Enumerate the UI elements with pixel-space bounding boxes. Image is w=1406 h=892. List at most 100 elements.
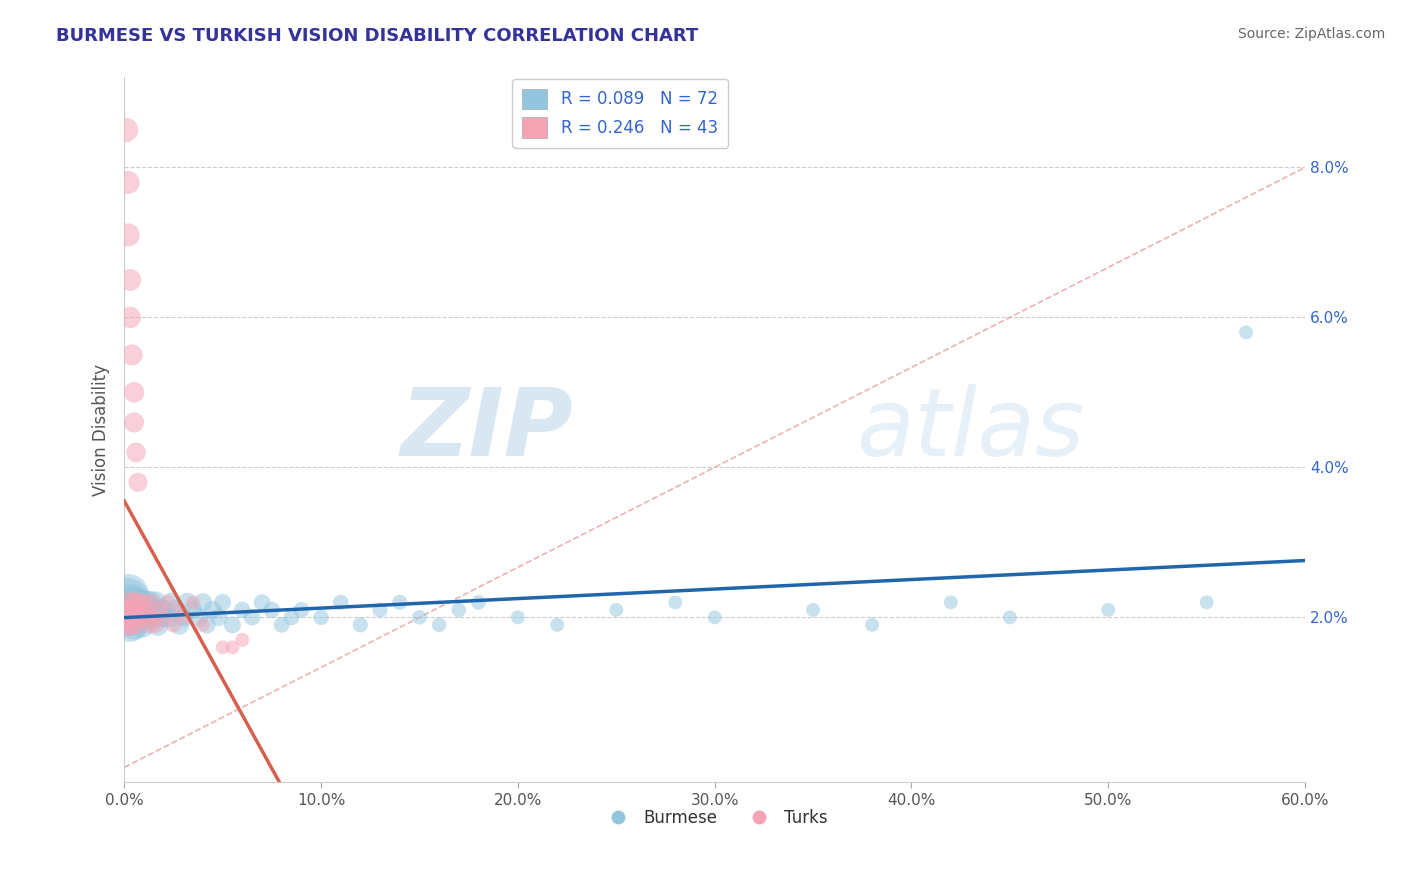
Point	[260, 603, 283, 617]
Point	[349, 618, 371, 632]
Point	[149, 603, 172, 617]
Point	[145, 595, 167, 609]
Point	[181, 603, 204, 617]
Point	[131, 603, 153, 617]
Point	[122, 603, 145, 617]
Point	[131, 618, 153, 632]
Point	[290, 603, 312, 617]
Point	[280, 610, 302, 624]
Point	[1195, 595, 1218, 609]
Point	[125, 618, 148, 632]
Y-axis label: Vision Disability: Vision Disability	[93, 364, 110, 496]
Point	[131, 610, 153, 624]
Point	[309, 610, 332, 624]
Point	[127, 595, 149, 609]
Point	[250, 595, 273, 609]
Point	[447, 603, 470, 617]
Point	[172, 610, 194, 624]
Point	[142, 610, 165, 624]
Point	[1234, 326, 1257, 340]
Point	[546, 618, 568, 632]
Point	[427, 618, 450, 632]
Point	[132, 595, 155, 609]
Point	[169, 618, 191, 632]
Point	[195, 618, 218, 632]
Point	[115, 603, 138, 617]
Point	[1097, 603, 1119, 617]
Point	[149, 603, 172, 617]
Point	[141, 595, 163, 609]
Point	[125, 610, 148, 624]
Point	[127, 595, 149, 609]
Point	[221, 640, 243, 655]
Point	[142, 610, 165, 624]
Point	[135, 603, 157, 617]
Point	[160, 595, 183, 609]
Point	[122, 385, 145, 400]
Point	[221, 618, 243, 632]
Point	[120, 618, 142, 632]
Point	[998, 610, 1021, 624]
Point	[120, 310, 142, 325]
Point	[121, 603, 143, 617]
Point	[121, 603, 143, 617]
Point	[120, 273, 142, 287]
Point	[120, 595, 142, 609]
Point	[467, 595, 489, 609]
Point	[162, 618, 184, 632]
Point	[139, 595, 162, 609]
Point	[152, 603, 174, 617]
Point	[172, 610, 194, 624]
Point	[939, 595, 962, 609]
Point	[136, 610, 159, 624]
Point	[181, 595, 204, 609]
Point	[117, 227, 139, 242]
Point	[132, 595, 155, 609]
Point	[506, 610, 529, 624]
Point	[125, 603, 148, 617]
Point	[408, 610, 430, 624]
Point	[120, 618, 142, 632]
Point	[703, 610, 725, 624]
Point	[121, 610, 143, 624]
Point	[139, 618, 162, 632]
Point	[129, 603, 152, 617]
Text: atlas: atlas	[856, 384, 1084, 475]
Point	[125, 445, 148, 459]
Point	[115, 610, 138, 624]
Point	[127, 475, 149, 490]
Text: ZIP: ZIP	[401, 384, 574, 476]
Point	[368, 603, 391, 617]
Point	[156, 610, 179, 624]
Point	[231, 632, 253, 647]
Point	[664, 595, 686, 609]
Point	[121, 610, 143, 624]
Point	[136, 610, 159, 624]
Point	[122, 595, 145, 609]
Point	[115, 595, 138, 609]
Point	[169, 603, 191, 617]
Point	[191, 595, 214, 609]
Point	[156, 595, 179, 609]
Point	[152, 610, 174, 624]
Text: BURMESE VS TURKISH VISION DISABILITY CORRELATION CHART: BURMESE VS TURKISH VISION DISABILITY COR…	[56, 27, 699, 45]
Point	[122, 595, 145, 609]
Point	[117, 176, 139, 190]
Point	[121, 348, 143, 362]
Legend: Burmese, Turks: Burmese, Turks	[595, 803, 834, 834]
Point	[115, 123, 138, 137]
Point	[132, 610, 155, 624]
Point	[146, 618, 169, 632]
Point	[150, 610, 173, 624]
Point	[201, 603, 224, 617]
Point	[329, 595, 352, 609]
Point	[208, 610, 231, 624]
Point	[122, 416, 145, 430]
Point	[135, 603, 157, 617]
Point	[240, 610, 263, 624]
Point	[115, 618, 138, 632]
Point	[231, 603, 253, 617]
Point	[117, 588, 139, 602]
Point	[122, 618, 145, 632]
Point	[117, 610, 139, 624]
